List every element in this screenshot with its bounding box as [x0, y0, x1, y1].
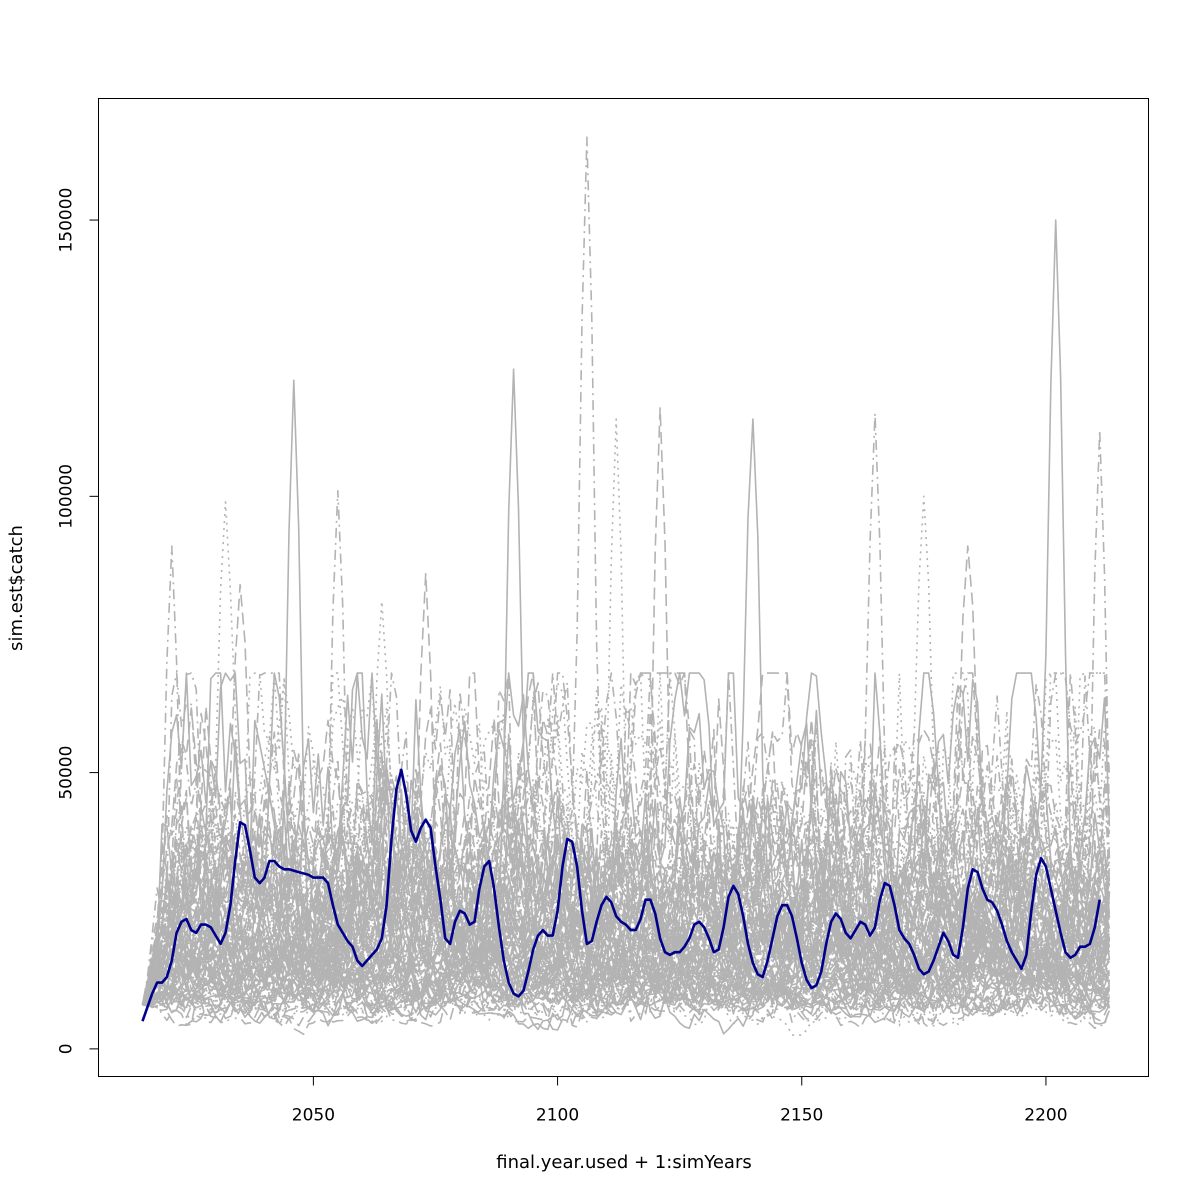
simulation-line: [141, 907, 1110, 1031]
simulation-line: [141, 817, 1111, 1006]
simulation-line: [141, 136, 1110, 1005]
y-tick-label: 100000: [57, 464, 77, 529]
x-tick-label: 2200: [1024, 1106, 1067, 1126]
simulation-line: [142, 838, 1110, 1035]
simulation-line: [141, 672, 1111, 1005]
simulation-line: [141, 495, 1111, 1005]
simulation-line: [141, 672, 1111, 1005]
x-tick-label: 2100: [536, 1106, 579, 1126]
x-axis: 2050 2100 2150 2200: [292, 1076, 1068, 1126]
simulation-line: [142, 927, 1111, 1006]
simulation-line: [141, 778, 1111, 1014]
simulation-line: [141, 766, 1111, 1005]
simulation-line: [141, 719, 1110, 1005]
x-axis-title: final.year.used + 1:simYears: [496, 1152, 751, 1173]
simulation-line: [141, 804, 1111, 1005]
simulation-line: [141, 805, 1111, 1007]
simulation-line: [142, 916, 1111, 1009]
simulation-line: [141, 672, 1111, 1005]
y-axis: 0 50000 100000 150000: [57, 188, 99, 1054]
y-tick-label: 150000: [57, 188, 77, 253]
simulation-line: [141, 719, 1111, 1006]
simulation-lines: [141, 136, 1111, 1036]
x-tick-label: 2150: [780, 1106, 823, 1126]
simulation-line: [141, 707, 1111, 1005]
simulation-line: [141, 801, 1111, 1006]
simulation-line: [142, 924, 1111, 1026]
median-series-line: [141, 768, 1101, 1022]
simulation-line: [141, 945, 1111, 1021]
y-axis-title: sim.est$catch: [6, 525, 27, 651]
simulation-line: [141, 672, 1111, 1005]
simulation-line: [141, 672, 1111, 1006]
simulation-line: [142, 968, 1110, 1014]
simulation-line: [141, 418, 1111, 1006]
simulation-line: [142, 956, 1110, 1021]
simulation-line: [141, 672, 1111, 1005]
simulation-line: [142, 893, 1111, 1028]
simulation-line: [141, 836, 1110, 1006]
median-line-group: [141, 768, 1101, 1022]
x-tick-label: 2050: [292, 1106, 335, 1126]
y-tick-label: 50000: [57, 746, 77, 800]
y-tick-label: 0: [57, 1043, 77, 1054]
simulation-line: [142, 946, 1111, 1024]
